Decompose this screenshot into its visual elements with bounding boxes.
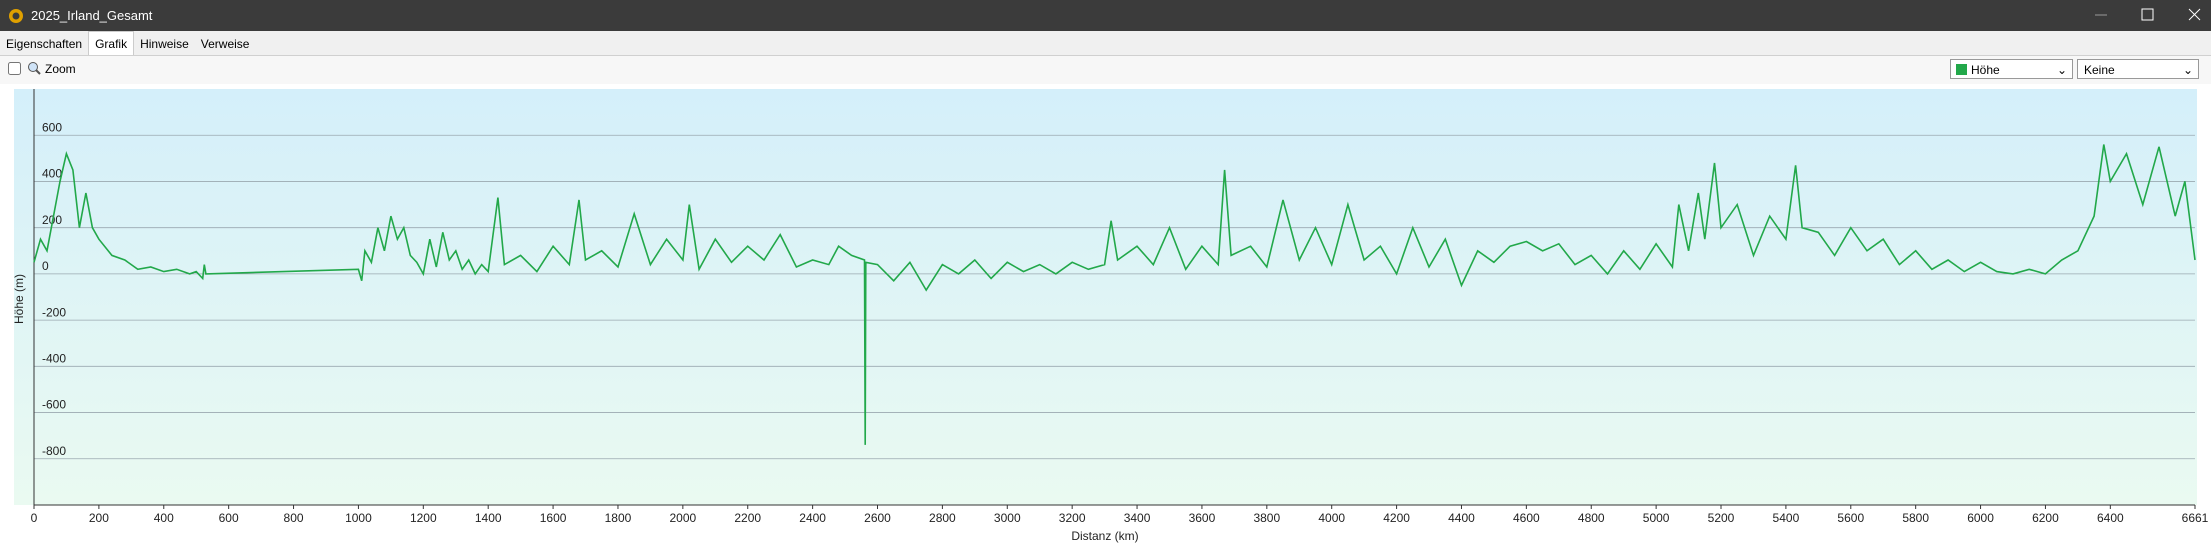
x-tick-label: 2000 <box>669 511 696 525</box>
tab[interactable]: Verweise <box>200 37 250 51</box>
x-tick-label: 2800 <box>929 511 956 525</box>
x-tick-label: 3800 <box>1253 511 1280 525</box>
y-tick-label: -400 <box>42 352 66 366</box>
chart: Distanz (km) Höhe (m) -800 -600 -400 -200 0 2… <box>12 89 2209 543</box>
tab[interactable]: Eigenschaften <box>6 37 83 51</box>
zoom-checkbox[interactable] <box>8 62 21 75</box>
window-controls[interactable] <box>2080 0 2211 31</box>
y-tick-label: 400 <box>42 167 62 181</box>
tab-bar: Eigenschaften Grafik Hinweise Verweise <box>0 31 2211 56</box>
y-tick-label: 0 <box>42 259 49 273</box>
y-axis-title: Höhe (m) <box>12 274 26 324</box>
x-tick-label: 5400 <box>1773 511 1800 525</box>
legend-swatch <box>1956 64 1967 75</box>
x-tick-label: 1800 <box>605 511 632 525</box>
x-tick-label: 6200 <box>2032 511 2059 525</box>
x-tick-label: 600 <box>219 511 239 525</box>
x-tick-label: 3600 <box>1189 511 1216 525</box>
overlay-dropdown[interactable]: Keine ⌄ <box>2077 59 2199 79</box>
x-tick-label: 6661 <box>2182 511 2209 525</box>
x-axis-title: Distanz (km) <box>1071 529 1138 543</box>
x-tick-label: 2200 <box>734 511 761 525</box>
x-tick-label: 2600 <box>864 511 891 525</box>
x-tick-label: 1200 <box>410 511 437 525</box>
zoom-label: Zoom <box>45 62 76 76</box>
x-tick-label: 400 <box>154 511 174 525</box>
x-tick-label: 3000 <box>994 511 1021 525</box>
elevation-line <box>33 144 2196 445</box>
x-tick-label: 5600 <box>1837 511 1864 525</box>
x-tick-label: 4400 <box>1448 511 1475 525</box>
y-tick-label: -200 <box>42 305 66 319</box>
x-tick-label: 1400 <box>475 511 502 525</box>
title-bar: 2025_Irland_Gesamt <box>0 0 2211 31</box>
x-tick-label: 200 <box>89 511 109 525</box>
x-tick-label: 5800 <box>1902 511 1929 525</box>
toolbar: Zoom Höhe ⌄ Keine ⌄ <box>0 56 2211 84</box>
x-tick-label: 5200 <box>1708 511 1735 525</box>
zoom-icon <box>28 62 41 75</box>
x-tick-label: 6000 <box>1967 511 1994 525</box>
app-icon <box>9 9 23 23</box>
plot-background <box>14 89 2197 505</box>
x-tick-label: 6400 <box>2097 511 2124 525</box>
y-tick-label: 600 <box>42 120 62 134</box>
y-tick-label: -600 <box>42 398 66 412</box>
y-tick-label: -800 <box>42 444 66 458</box>
overlay-label: Keine <box>2084 63 2115 77</box>
x-tick-label: 0 <box>31 511 38 525</box>
tab[interactable]: Hinweise <box>140 37 189 51</box>
x-tick-label: 4600 <box>1513 511 1540 525</box>
dropdown-arrow: ⌄ <box>2182 63 2193 77</box>
x-tick-label: 2400 <box>799 511 826 525</box>
tab[interactable]: Grafik <box>88 31 135 55</box>
x-tick-label: 800 <box>284 511 304 525</box>
x-tick-label: 3400 <box>1124 511 1151 525</box>
legend-label: Höhe <box>1971 63 2000 77</box>
dropdown-arrow: ⌄ <box>2056 63 2067 77</box>
window-title: 2025_Irland_Gesamt <box>31 8 153 23</box>
x-tick-label: 5000 <box>1643 511 1670 525</box>
x-tick-label: 4200 <box>1383 511 1410 525</box>
x-tick-label: 1000 <box>345 511 372 525</box>
x-tick-label: 4800 <box>1578 511 1605 525</box>
series-dropdown[interactable]: Höhe ⌄ <box>1950 59 2073 79</box>
x-tick-label: 3200 <box>1059 511 1086 525</box>
x-tick-label: 1600 <box>540 511 567 525</box>
x-tick-label: 4000 <box>1318 511 1345 525</box>
